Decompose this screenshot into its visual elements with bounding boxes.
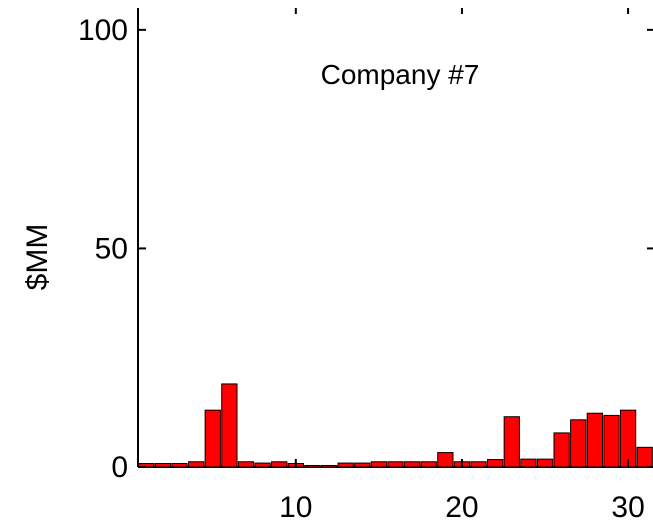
bar-15: [370, 461, 388, 468]
bar-12: [320, 465, 338, 468]
bar-25: [536, 458, 554, 468]
bar-17: [403, 461, 421, 468]
bar-5: [204, 409, 221, 468]
bar-4: [188, 461, 205, 468]
x-tick-label-10: 10: [279, 491, 312, 524]
bar-27: [570, 419, 587, 468]
y-tick-label-50: 50: [95, 232, 128, 265]
bar-1: [138, 463, 155, 468]
bar-24: [520, 458, 537, 468]
bar-8: [254, 462, 271, 468]
bar-28: [586, 412, 603, 468]
bar-7: [237, 461, 255, 468]
y-tick-label-0: 0: [111, 451, 128, 484]
y-axis: 0 50 100: [78, 14, 653, 484]
x-tick-label-20: 20: [445, 491, 478, 524]
bar-29: [603, 414, 620, 468]
bar-3: [171, 463, 188, 468]
bar-9: [271, 461, 288, 468]
bar-31: [636, 446, 653, 468]
bar-13: [337, 462, 354, 468]
bar-30: [619, 409, 637, 468]
bar-16: [387, 461, 404, 468]
y-tick-label-100: 100: [78, 14, 128, 47]
y-axis-label: $MM: [21, 224, 54, 291]
bar-26: [553, 432, 570, 468]
x-tick-label-30: 30: [611, 491, 644, 524]
bar-22: [487, 459, 504, 468]
bar-series: [138, 383, 653, 468]
bar-6: [221, 383, 238, 468]
bar-2: [154, 463, 172, 468]
chart-title: Company #7: [321, 59, 480, 90]
bar-19: [437, 452, 454, 468]
bar-11: [304, 465, 321, 468]
bar-14: [354, 462, 371, 468]
bar-18: [420, 461, 437, 468]
bar-21: [470, 461, 487, 468]
bar-23: [503, 416, 520, 468]
x-axis: 10 20 30: [279, 8, 645, 524]
